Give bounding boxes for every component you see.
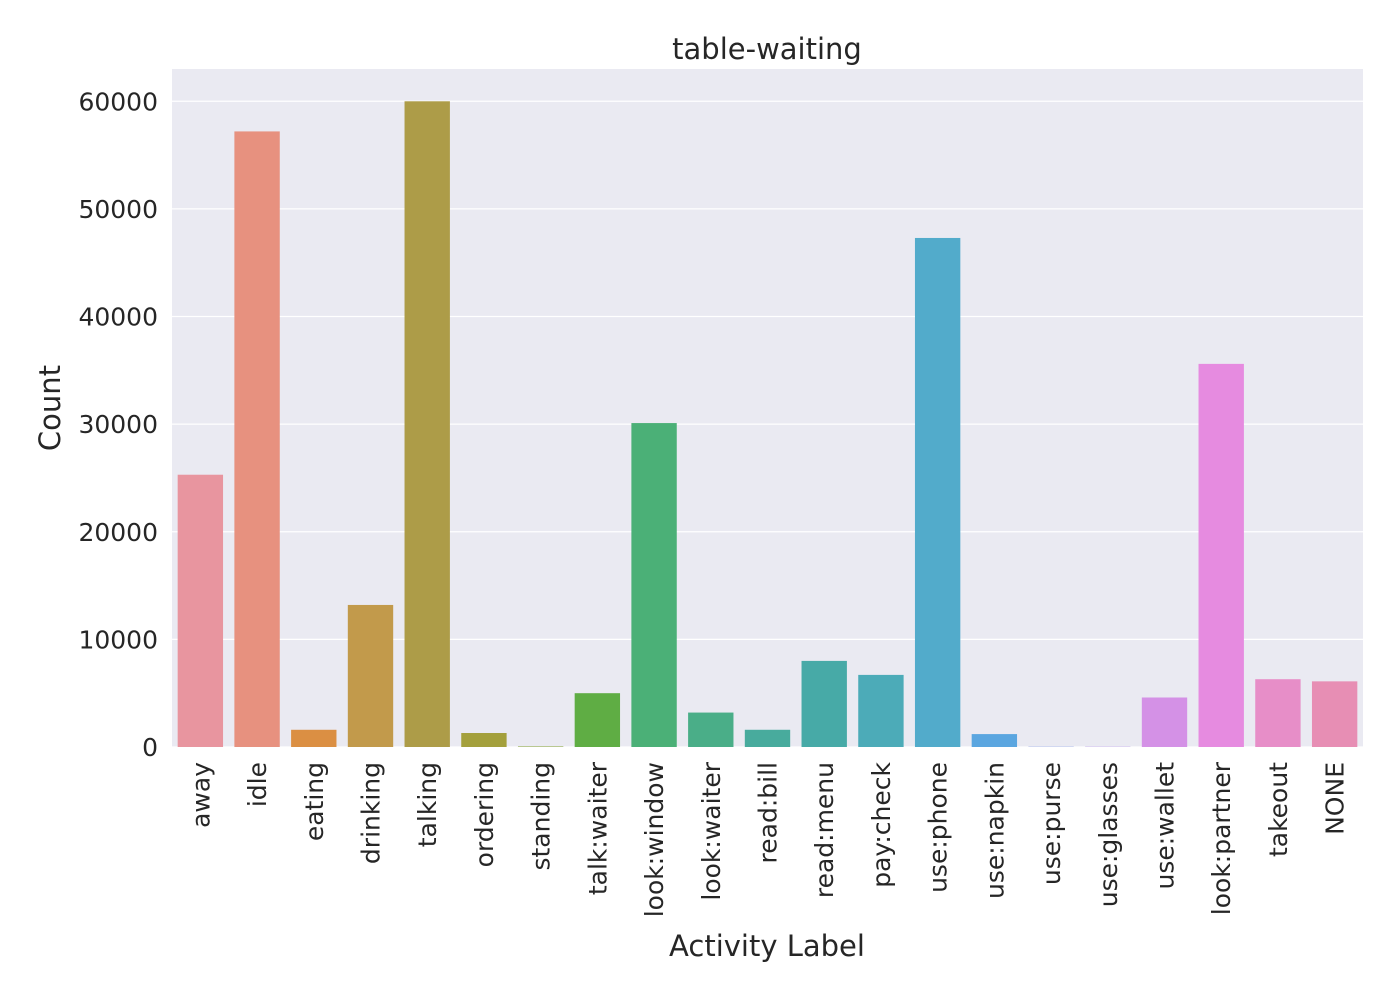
bar-use-wallet: [1141, 697, 1188, 747]
bar-look-waiter: [688, 712, 734, 747]
bar-eating: [291, 729, 337, 747]
bar-read-bill: [744, 729, 791, 747]
x-tick-label: talk:waiter: [583, 761, 612, 895]
y-tick-label: 20000: [78, 518, 158, 547]
y-tick-label: 50000: [78, 195, 158, 224]
bar-use-napkin: [971, 734, 1018, 747]
y-tick-label: 0: [142, 733, 158, 762]
y-axis-label: Count: [33, 365, 67, 451]
x-tick-label: talking: [413, 762, 442, 847]
x-tick-label: drinking: [357, 762, 386, 864]
x-axis-label: Activity Label: [669, 929, 865, 963]
x-tick-label: eating: [300, 762, 329, 841]
bar-use-phone: [914, 237, 961, 747]
x-tick-label: use:purse: [1037, 762, 1066, 885]
x-tick-label: pay:check: [867, 761, 896, 887]
bar-talking: [404, 101, 450, 748]
bar-idle: [234, 131, 280, 747]
x-tick-label: look:window: [640, 762, 669, 917]
bar-none: [1311, 681, 1358, 747]
bar-takeout: [1255, 679, 1301, 747]
x-tick-labels: away idle eating drinking talking ordering sta…: [186, 761, 1349, 917]
bar-drinking: [347, 604, 394, 747]
x-tick-label: takeout: [1264, 762, 1293, 857]
x-tick-label: read:bill: [754, 762, 783, 863]
x-tick-label: away: [186, 762, 215, 828]
x-tick-label: use:phone: [924, 762, 953, 893]
bars: [177, 101, 1358, 748]
x-tick-label: look:waiter: [697, 761, 726, 900]
x-tick-label: ordering: [470, 762, 499, 867]
x-tick-label: NONE: [1321, 762, 1350, 835]
bar-pay-check: [858, 674, 904, 747]
bar-look-partner: [1198, 363, 1244, 747]
y-tick-label: 10000: [78, 625, 158, 654]
y-tick-label: 40000: [78, 303, 158, 332]
chart-title: table-waiting: [672, 32, 862, 66]
bar-away: [177, 474, 224, 747]
bar-look-window: [631, 423, 677, 747]
x-tick-label: use:wallet: [1151, 762, 1180, 890]
x-tick-label: read:menu: [810, 762, 839, 898]
y-tick-label: 30000: [78, 410, 158, 439]
y-tick-labels: 0 10000 20000 30000 40000 50000 60000: [78, 87, 158, 762]
bar-ordering: [461, 733, 507, 747]
bar-standing: [517, 746, 564, 747]
y-tick-label: 60000: [78, 87, 158, 116]
bar-read-menu: [801, 660, 847, 747]
x-tick-label: idle: [243, 762, 272, 807]
x-tick-label: standing: [527, 762, 556, 871]
x-tick-label: use:glasses: [1094, 762, 1123, 907]
x-tick-label: use:napkin: [980, 762, 1009, 899]
bar-talk-waiter: [574, 693, 621, 747]
x-tick-label: look:partner: [1207, 761, 1236, 915]
